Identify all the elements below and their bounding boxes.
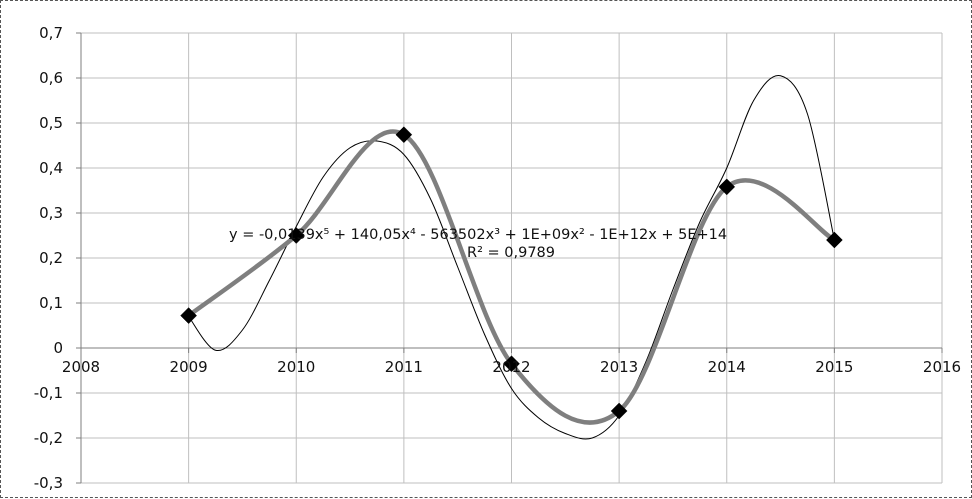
y-tick-label: 0,5 — [39, 114, 63, 132]
y-tick-label: -0,1 — [34, 384, 63, 402]
data-point-marker — [718, 178, 736, 196]
trendline-annotation: y = -0,0139x⁵ + 140,05x⁴ - 563502x³ + 1E… — [229, 227, 727, 261]
trendline-equation: y = -0,0139x⁵ + 140,05x⁴ - 563502x³ + 1E… — [229, 227, 727, 243]
data-point-marker — [503, 355, 520, 373]
series-layer — [180, 126, 843, 425]
data-point-marker — [395, 126, 413, 144]
y-tick-label: 0,1 — [39, 294, 63, 312]
data-point-marker — [180, 307, 197, 324]
x-tick-label: 2016 — [923, 358, 961, 376]
x-tick-label: 2010 — [277, 358, 315, 376]
trendline-r-squared: R² = 0,9789 — [467, 245, 555, 261]
y-tick-label: 0,6 — [39, 69, 63, 87]
y-tick-label: 0,4 — [39, 159, 63, 177]
x-tick-label: 2011 — [385, 358, 423, 376]
y-tick-label: -0,2 — [34, 429, 63, 447]
x-tick-label: 2009 — [170, 358, 208, 376]
y-tick-label: 0,7 — [39, 24, 63, 42]
x-tick-label: 2012 — [492, 358, 530, 376]
x-tick-label: 2013 — [600, 358, 638, 376]
y-tick-label: -0,3 — [34, 474, 63, 492]
x-tick-label: 2014 — [708, 358, 746, 376]
data-point-marker — [610, 402, 628, 420]
polynomial-trendline — [188, 75, 835, 440]
x-tick-label: 2008 — [62, 358, 100, 376]
x-tick-label: 2015 — [815, 358, 853, 376]
y-tick-label: 0 — [53, 339, 63, 357]
y-tick-label: 0,2 — [39, 249, 63, 267]
y-tick-label: 0,3 — [39, 204, 63, 222]
tick-labels: -0,3 -0,2 -0,1 0 0,1 0,2 0,3 0,4 0,5 0,6 0,7 2008 20… — [34, 24, 961, 492]
data-point-marker — [826, 231, 843, 249]
data-point-marker — [287, 227, 305, 244]
trendline-layer — [188, 75, 835, 440]
